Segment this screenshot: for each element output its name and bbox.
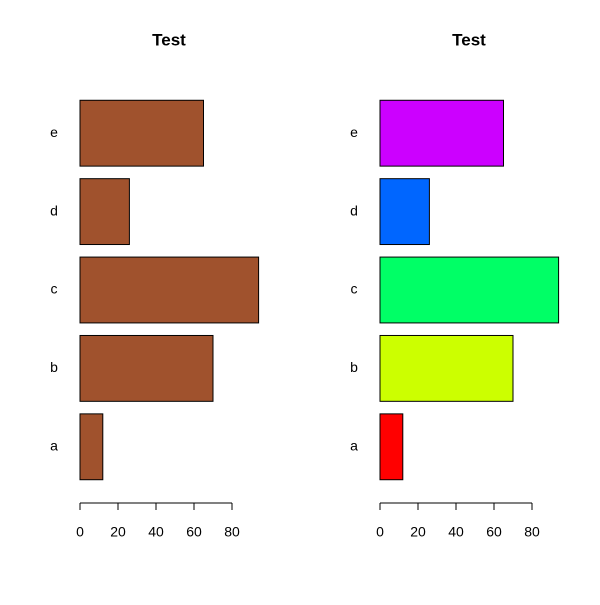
x-tick-label: 40 [448, 524, 464, 540]
y-tick-label: b [50, 359, 58, 375]
y-tick-label: c [351, 281, 358, 297]
y-tick-label: b [350, 359, 358, 375]
x-tick-label: 20 [410, 524, 426, 540]
x-tick-label: 60 [486, 524, 502, 540]
y-tick-label: d [50, 202, 58, 218]
y-tick-label: e [350, 124, 358, 140]
x-tick-label: 0 [76, 524, 84, 540]
bar [79, 99, 204, 167]
chart-title: Test [152, 30, 186, 49]
y-tick-label: e [50, 124, 58, 140]
x-tick-label: 20 [110, 524, 126, 540]
x-tick-label: 80 [524, 524, 540, 540]
bar [379, 334, 514, 402]
bar [79, 178, 130, 246]
y-tick-label: d [350, 202, 358, 218]
x-tick-label: 0 [376, 524, 384, 540]
x-tick-label: 60 [186, 524, 202, 540]
y-tick-label: c [51, 281, 58, 297]
bar [379, 413, 404, 481]
y-tick-label: a [350, 438, 358, 454]
bar [79, 334, 214, 402]
bar [379, 178, 430, 246]
bar [379, 99, 504, 167]
bar [79, 256, 260, 324]
chart-title: Test [452, 30, 486, 49]
y-tick-label: a [50, 438, 58, 454]
x-tick-label: 80 [224, 524, 240, 540]
bar [379, 256, 560, 324]
bar [79, 413, 104, 481]
x-tick-label: 40 [148, 524, 164, 540]
